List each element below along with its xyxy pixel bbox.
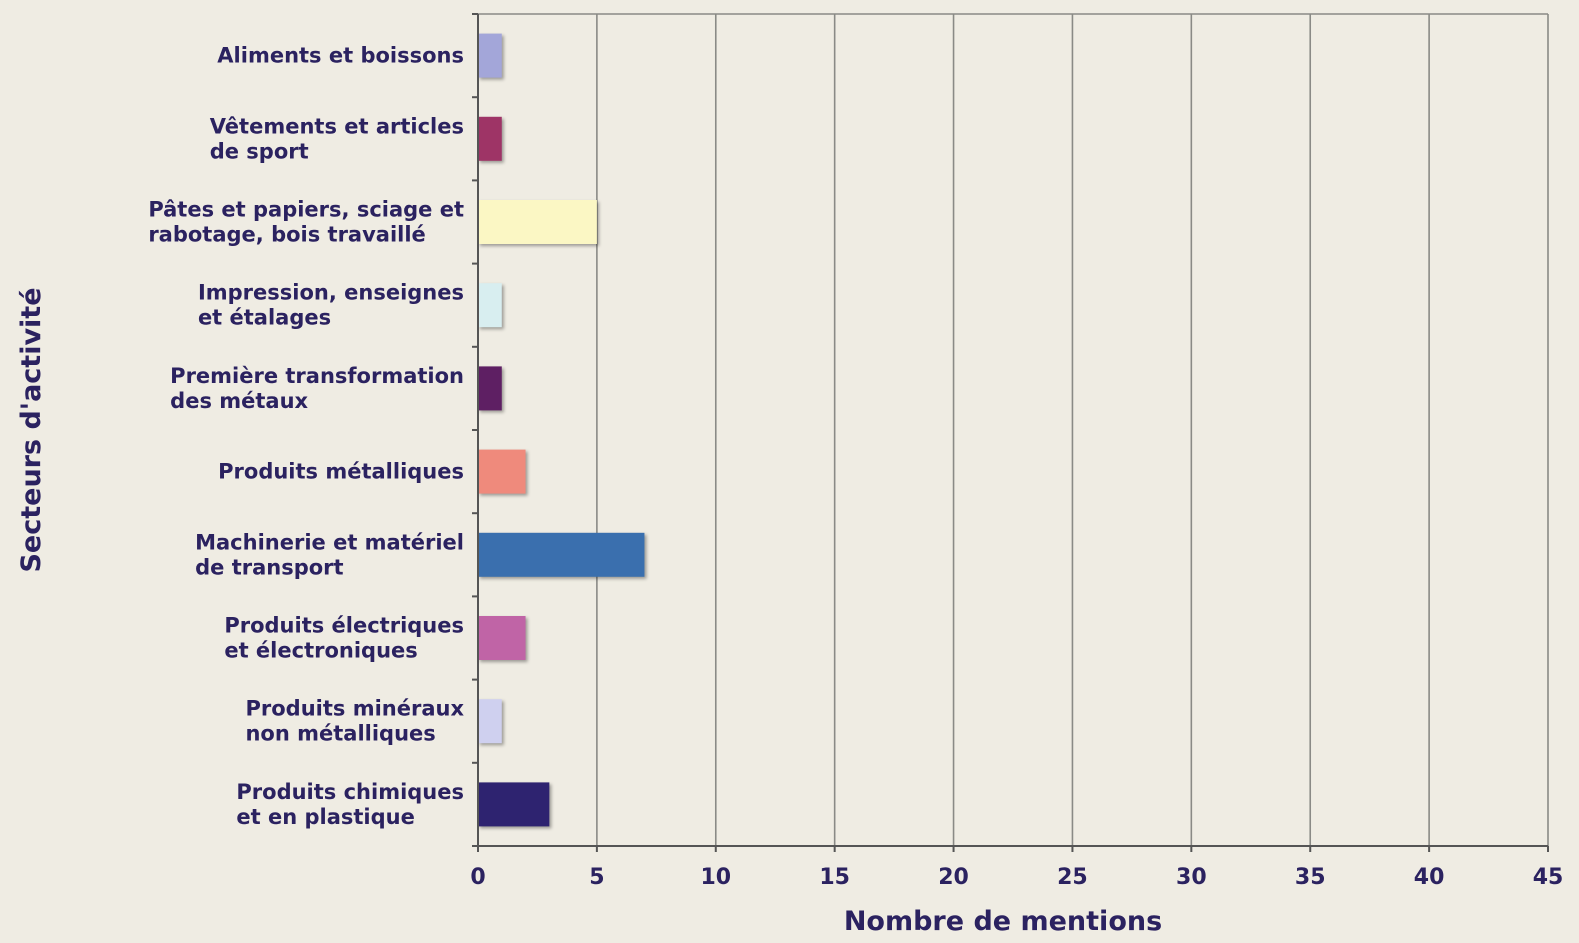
category-labels: Aliments et boissons Vêtements et article… [148, 44, 464, 829]
category-label-line: Produits chimiques [236, 780, 464, 804]
x-tick-label: 10 [700, 865, 731, 890]
x-tick-label: 5 [589, 865, 604, 890]
category-label-line: de sport [210, 139, 309, 163]
bar [478, 449, 526, 494]
category-label-line: Pâtes et papiers, sciage et [148, 198, 464, 222]
category-label-line: rabotage, bois travaillé [148, 223, 426, 247]
category-label-line: et électroniques [224, 639, 417, 663]
bar [478, 532, 645, 577]
bar [478, 33, 502, 78]
bar [478, 616, 526, 660]
category-label-line: et étalages [198, 306, 331, 330]
x-tick-label: 25 [1057, 865, 1088, 890]
y-axis-title: Secteurs d'activité [16, 287, 47, 572]
category-label-line: Impression, enseignes [198, 281, 464, 305]
axes: 0 5 10 15 20 25 30 35 40 45 [470, 13, 1564, 890]
grid [478, 13, 1549, 846]
category-label: Produits métalliques [218, 460, 464, 484]
category-label-line: et en plastique [236, 805, 414, 829]
x-tick-label: 20 [938, 865, 969, 890]
category-label-line: Produits électriques [224, 614, 464, 638]
category-label-line: Produits métalliques [218, 460, 464, 484]
bar [478, 283, 502, 328]
category-label-line: non métalliques [245, 722, 435, 746]
x-tick-label: 30 [1176, 865, 1207, 890]
x-tick-label: 35 [1295, 865, 1326, 890]
x-tick-label: 40 [1414, 865, 1445, 890]
bar [478, 366, 502, 411]
bar [478, 116, 502, 161]
category-label-line: Première transformation [170, 364, 464, 388]
category-label-line: Aliments et boissons [217, 44, 464, 68]
category-label-line: des métaux [170, 389, 308, 413]
bar [478, 200, 597, 244]
x-tick-label: 45 [1533, 865, 1564, 890]
x-tick-label: 15 [819, 865, 850, 890]
category-label-line: Machinerie et matériel [195, 530, 464, 554]
category-label-line: Produits minéraux [245, 697, 464, 721]
bar [478, 699, 502, 744]
category-label-line: Vêtements et articles [210, 114, 464, 138]
bars [478, 33, 645, 827]
category-label: Aliments et boissons [217, 44, 464, 68]
category-label-line: de transport [195, 555, 343, 579]
x-axis-title: Nombre de mentions [844, 906, 1162, 937]
x-tick-label: 0 [470, 865, 485, 890]
bar [478, 782, 550, 827]
